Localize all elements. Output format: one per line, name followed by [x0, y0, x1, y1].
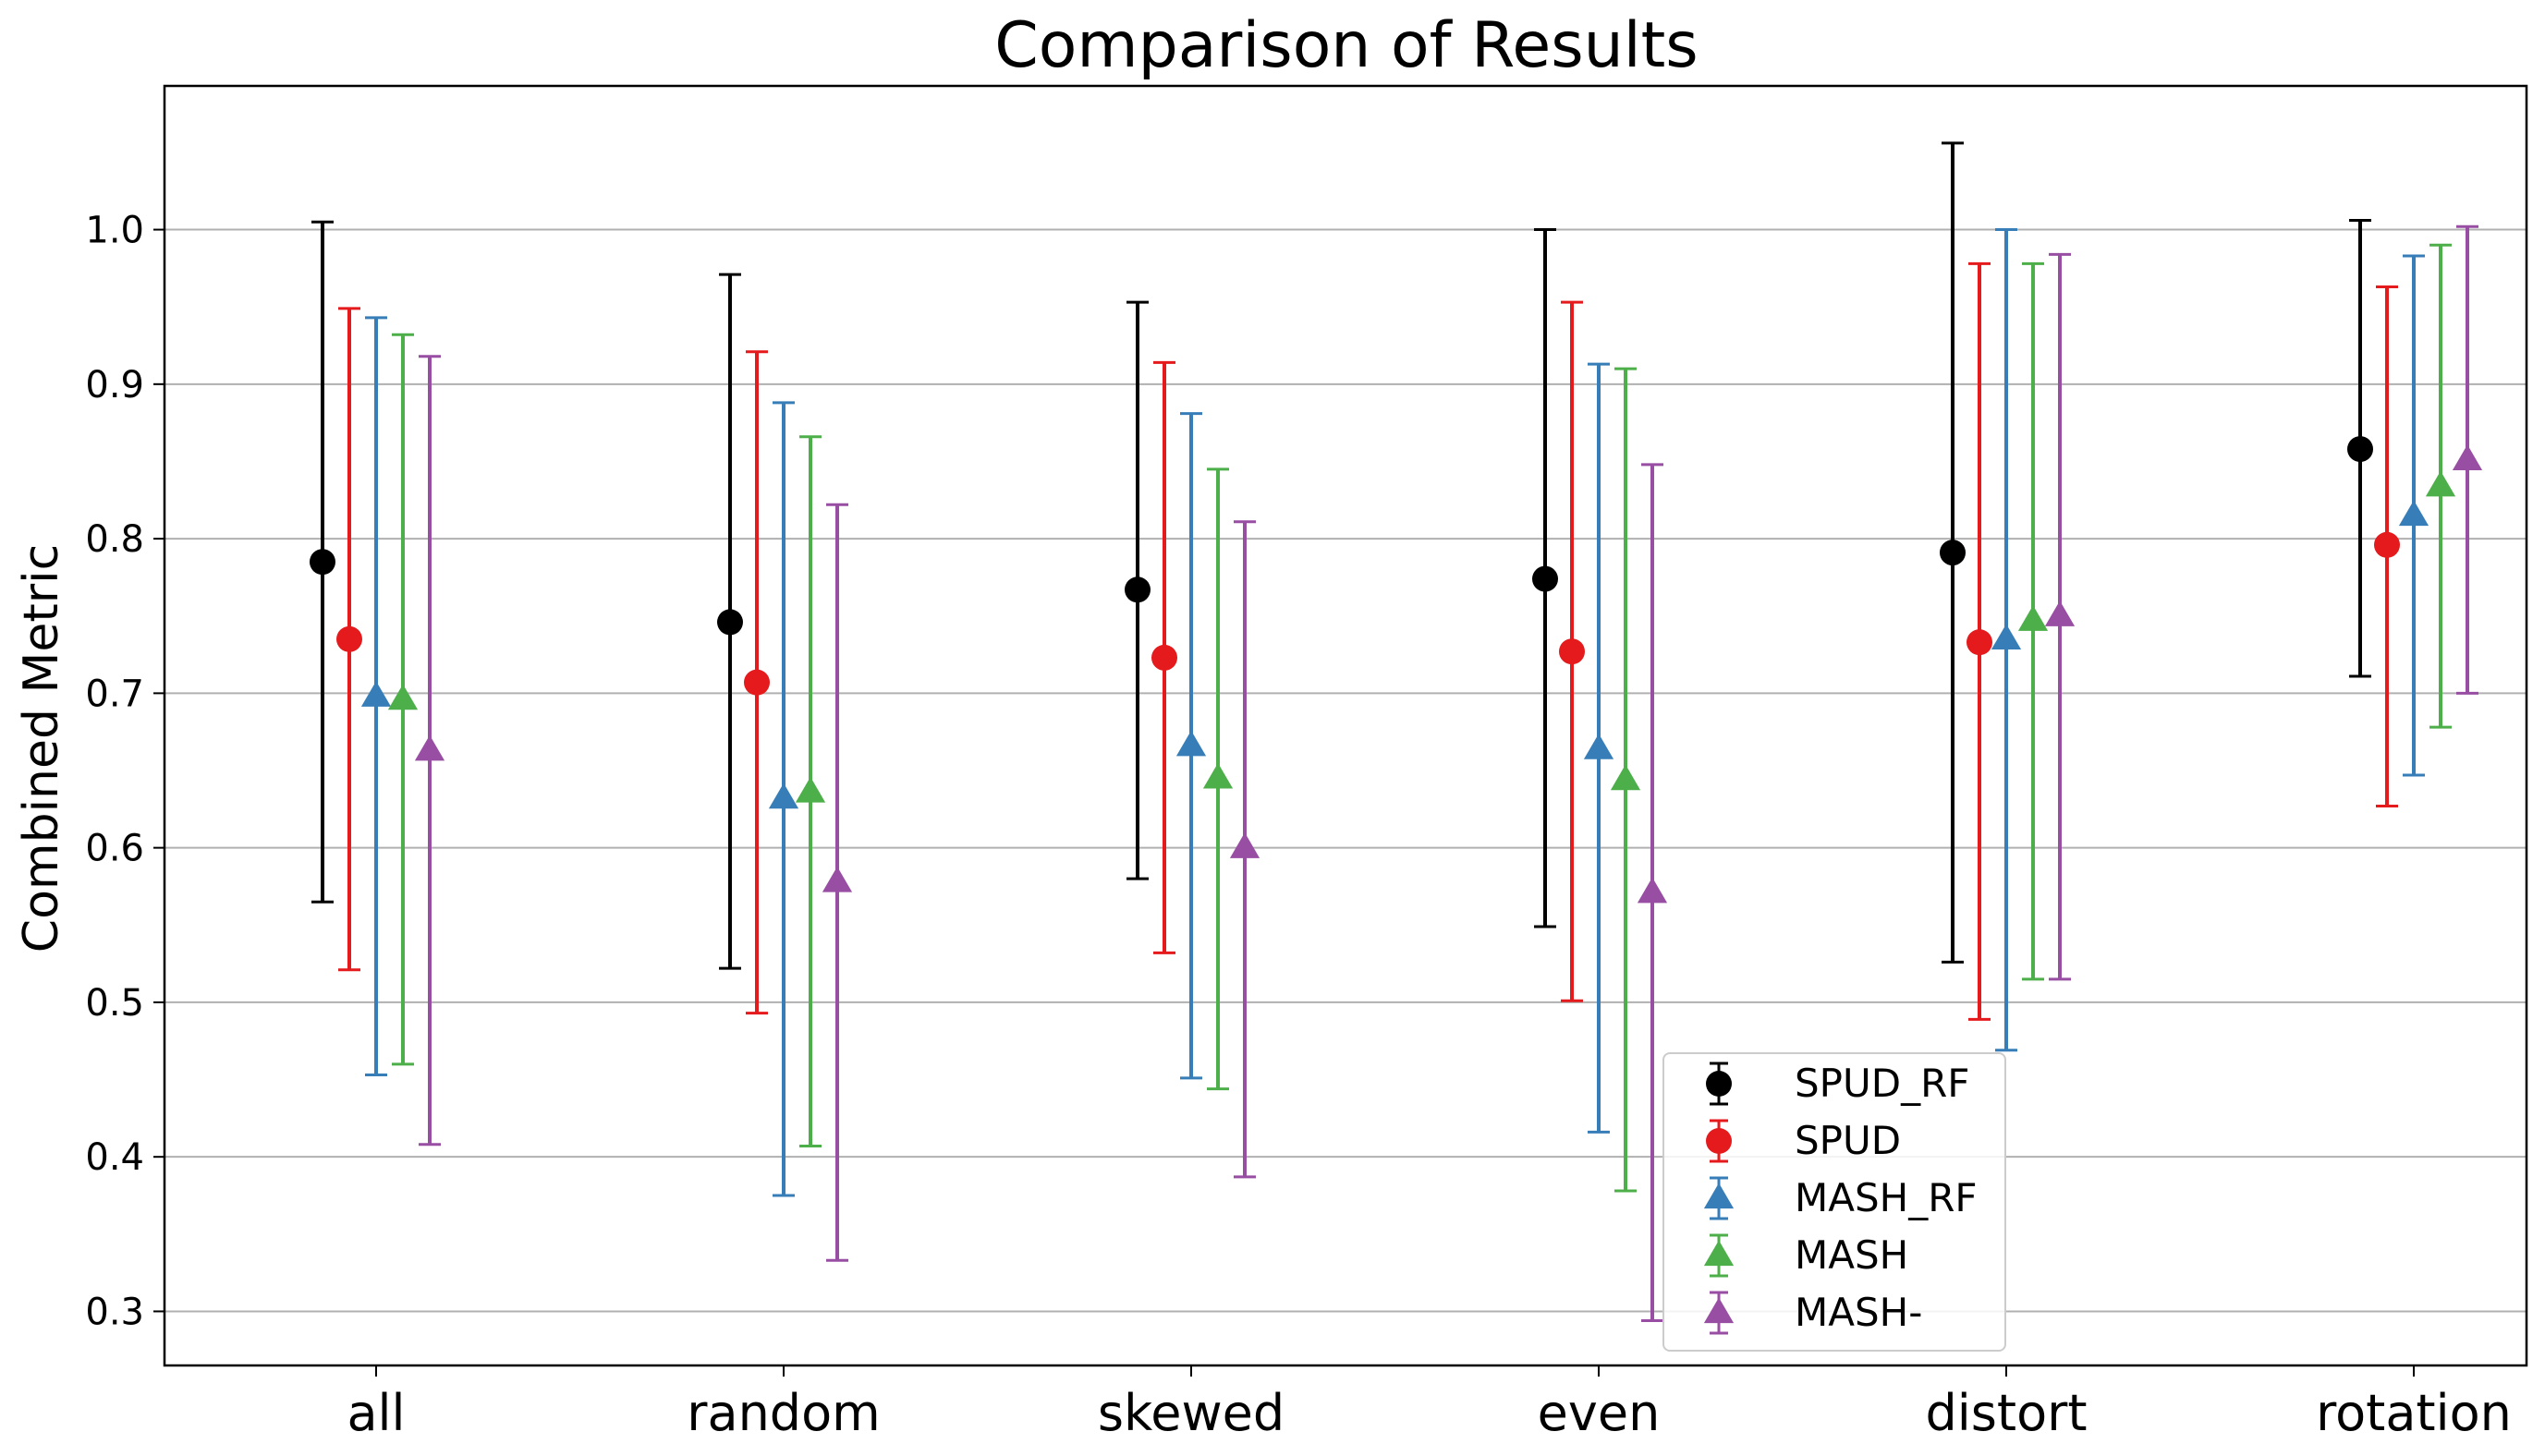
data-point	[1202, 762, 1234, 789]
legend-label: MASH-	[1795, 1290, 1922, 1335]
series-spud-rf	[310, 141, 2373, 970]
legend-item-mash: MASH	[1703, 1232, 1908, 1278]
legend-label: SPUD_RF	[1795, 1061, 1969, 1106]
data-point	[387, 684, 419, 710]
series-mash-rf	[360, 228, 2429, 1197]
y-axis-label: Combined Metric	[14, 544, 69, 952]
data-point	[1610, 764, 1641, 791]
data-point	[1229, 832, 1260, 858]
legend-item-mash-rf: MASH_RF	[1703, 1175, 1978, 1220]
series-mash	[414, 224, 2483, 1322]
legend-item-spud-rf: SPUD_RF	[1706, 1061, 1969, 1106]
chart-title: Comparison of Results	[994, 9, 1698, 82]
y-tick-label: 0.5	[85, 982, 144, 1025]
data-point	[822, 866, 853, 892]
legend-marker	[1703, 1240, 1735, 1267]
data-point	[1532, 565, 1558, 592]
gridlines	[164, 228, 2527, 1313]
y-axis-ticks: 0.3 0.4 0.5 0.6 0.7 0.8 0.9 1.0	[85, 210, 164, 1333]
legend-marker	[1703, 1297, 1735, 1324]
legend-item-spud: SPUD	[1706, 1118, 1901, 1163]
y-tick-label: 0.4	[85, 1136, 144, 1179]
series-spud	[336, 261, 2400, 1021]
data-point	[414, 734, 445, 761]
data-point	[1175, 730, 1207, 757]
y-tick-label: 0.9	[85, 364, 144, 406]
legend-label: SPUD	[1795, 1118, 1901, 1163]
data-point	[768, 783, 799, 809]
data-point	[1940, 540, 1966, 566]
x-tick-label-all: all	[347, 1384, 405, 1442]
x-tick-label-distort: distort	[1926, 1384, 2088, 1442]
x-tick-label-rotation: rotation	[2316, 1384, 2512, 1442]
data-series	[310, 141, 2483, 1322]
series-mash	[387, 243, 2456, 1193]
legend-box	[1662, 1052, 2006, 1352]
data-point	[1991, 624, 2022, 650]
data-point	[2017, 605, 2049, 631]
data-point	[310, 549, 335, 576]
data-point	[1967, 629, 1992, 656]
legend-item-mash: MASH-	[1703, 1290, 1922, 1335]
data-point	[1637, 877, 1668, 904]
y-tick-label: 1.0	[85, 210, 144, 252]
legend-label: MASH_RF	[1795, 1175, 1978, 1220]
plot-frame	[163, 84, 2528, 1367]
data-point	[360, 681, 392, 707]
data-point	[2044, 601, 2076, 626]
data-point	[795, 776, 826, 803]
data-point	[2398, 500, 2429, 527]
data-point	[1125, 576, 1151, 603]
x-tick-label-even: even	[1538, 1384, 1661, 1442]
legend: SPUD_RF SPUD MASH_RF MASH MASH-	[1662, 1052, 2006, 1352]
data-point	[744, 669, 770, 696]
data-point	[2347, 436, 2373, 463]
x-axis-ticks: all random skewed even distort rotation	[347, 1365, 2512, 1442]
data-point	[1559, 638, 1585, 665]
legend-marker	[1706, 1128, 1732, 1154]
data-point	[2374, 531, 2400, 558]
data-point	[1583, 734, 1614, 759]
data-point	[2425, 470, 2456, 497]
y-tick-label: 0.8	[85, 518, 144, 561]
data-point	[1151, 644, 1177, 671]
x-tick-label-random: random	[687, 1384, 880, 1442]
data-point	[717, 609, 743, 636]
legend-marker	[1703, 1183, 1735, 1209]
data-point	[336, 625, 362, 652]
data-point	[2452, 444, 2483, 470]
legend-label: MASH	[1795, 1232, 1908, 1278]
y-tick-label: 0.6	[85, 828, 144, 870]
y-tick-label: 0.7	[85, 673, 144, 715]
x-tick-label-skewed: skewed	[1098, 1384, 1285, 1442]
y-tick-label: 0.3	[85, 1291, 144, 1333]
legend-marker	[1706, 1071, 1732, 1097]
